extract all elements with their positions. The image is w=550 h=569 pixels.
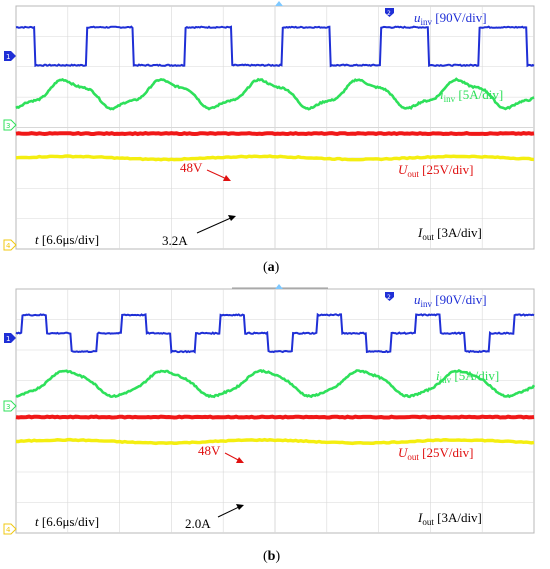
annotation-output-current: 2.0A (185, 516, 211, 531)
series-i-inv-line (15, 77, 535, 111)
u-inv-label: uinv [90V/div] (414, 292, 487, 309)
i-out-label: Iout [3A/div] (417, 510, 482, 527)
trigger-marker-icon (275, 284, 283, 289)
svg-text:2: 2 (387, 294, 391, 301)
series-u-out-line (15, 414, 535, 420)
channel-4-marker-icon: 4 (3, 523, 17, 535)
panel-b-grid (16, 289, 534, 533)
channel-3-marker-icon: 3 (3, 119, 17, 131)
annotation-voltage-arrow-icon (206, 169, 231, 181)
u-out-label: Uout [25V/div] (398, 162, 473, 179)
channel-3-marker-icon: 3 (3, 400, 17, 412)
svg-text:4: 4 (6, 526, 11, 534)
series-u-out-line (15, 131, 535, 137)
svg-text:1: 1 (6, 335, 10, 343)
channel-1-marker-icon: 1 (4, 51, 16, 61)
series-u-inv-line (15, 312, 535, 354)
channel-2-level-marker-icon: 2 (385, 8, 394, 17)
annotation-current-arrow-icon (217, 504, 244, 518)
annotation-output-current: 3.2A (162, 233, 188, 248)
trigger-marker-icon (275, 1, 283, 6)
series-i-inv-line (15, 368, 536, 399)
svg-text:3: 3 (6, 403, 10, 411)
channel-1-marker-icon: 1 (4, 333, 16, 343)
panel-b-caption: (b) (263, 549, 280, 564)
channel-2-level-marker-icon: 2 (385, 292, 394, 301)
svg-text:1: 1 (6, 53, 10, 61)
annotation-output-voltage: 48V (180, 160, 203, 175)
annotation-voltage-arrow-icon (224, 452, 244, 463)
i-inv-label: iinv [5A/div] (436, 368, 499, 385)
channel-4-marker-icon: 4 (3, 239, 17, 251)
u-out-label: Uout [25V/div] (398, 445, 473, 462)
svg-text:2: 2 (387, 10, 391, 17)
svg-text:3: 3 (6, 122, 10, 130)
time-scale-label: t [6.6μs/div] (35, 232, 99, 247)
series-u-inv-line (15, 25, 535, 68)
panel-a: 1 3 4 2 uinv [90V/div] iinv [5A/div] Uou… (3, 1, 535, 251)
i-inv-label: iinv [5A/div] (440, 87, 503, 104)
series-i-out-line (16, 437, 535, 446)
i-out-label: Iout [3A/div] (417, 225, 482, 242)
svg-text:4: 4 (6, 242, 11, 250)
panel-a-caption: (a) (263, 260, 280, 275)
annotation-output-voltage: 48V (198, 443, 221, 458)
u-inv-label: uinv [90V/div] (414, 10, 487, 27)
panel-b: 1 3 4 2 uinv [90V/div] iinv [5A/div] Uou… (3, 284, 536, 535)
panel-a-grid (16, 6, 534, 249)
series-i-out-line (15, 154, 535, 162)
annotation-current-arrow-icon (196, 215, 236, 234)
time-scale-label: t [6.6μs/div] (35, 514, 99, 529)
